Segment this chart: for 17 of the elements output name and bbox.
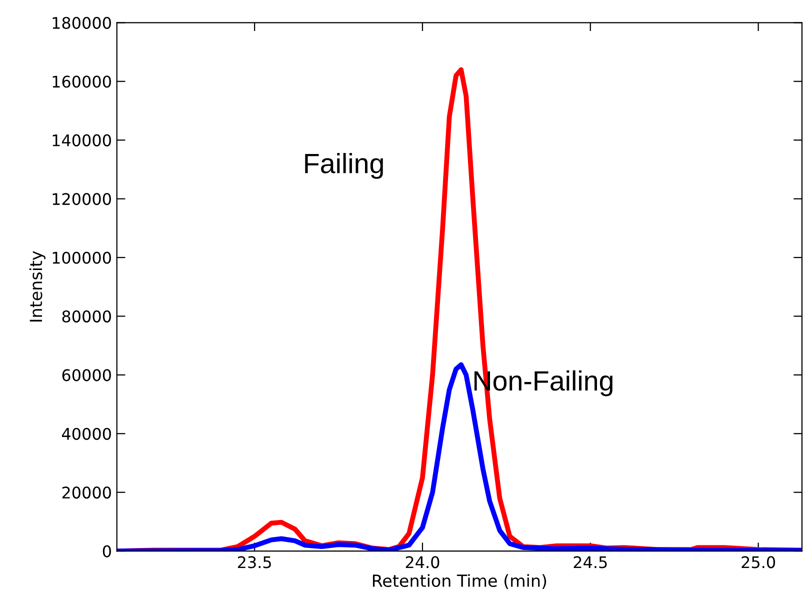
y-tick-label: 120000	[52, 193, 111, 206]
y-tick-label: 40000	[62, 428, 111, 440]
text: Failing	[305, 152, 383, 179]
y-tick-label: 100000	[52, 252, 111, 264]
y-tick-label: 0	[102, 545, 111, 558]
x-axis-title: Retention Time (min)	[372, 574, 546, 589]
y-tick-label: 140000	[52, 134, 111, 146]
y-tick-label: 80000	[62, 310, 111, 323]
y-tick-label: 180000	[52, 16, 111, 29]
x-tick-label: 24.0	[406, 556, 440, 568]
x-tick-label: 24.5	[574, 556, 607, 568]
y-tick-label: 160000	[52, 76, 111, 88]
y-axis-title: Intensity	[29, 251, 46, 322]
y-tick-label: 60000	[62, 369, 111, 382]
y-tick-label: 20000	[62, 486, 111, 499]
x-tick-label: 23.5	[238, 556, 271, 568]
x-tick-label: 25.0	[742, 556, 776, 568]
